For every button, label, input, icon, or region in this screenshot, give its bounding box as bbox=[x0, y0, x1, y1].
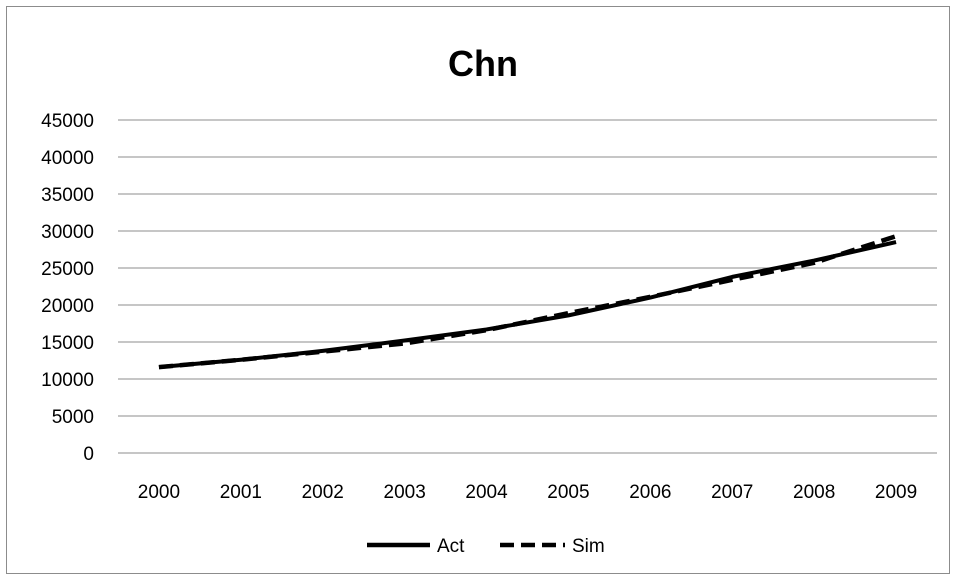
y-tick-label: 10000 bbox=[41, 370, 94, 391]
y-axis-tick-labels: 0 5000 10000 15000 20000 25000 30000 35000 40000… bbox=[41, 111, 94, 465]
y-tick-label: 20000 bbox=[41, 296, 94, 317]
x-tick-label: 2009 bbox=[875, 482, 917, 503]
x-tick-label: 2006 bbox=[629, 482, 671, 503]
x-tick-label: 2002 bbox=[302, 482, 344, 503]
y-tick-label: 45000 bbox=[41, 111, 94, 132]
x-tick-label: 2001 bbox=[220, 482, 262, 503]
series-line-act bbox=[158, 240, 897, 370]
y-tick-label: 25000 bbox=[41, 259, 94, 280]
x-tick-label: 2008 bbox=[793, 482, 835, 503]
x-tick-label: 2000 bbox=[138, 482, 180, 503]
series-lines bbox=[158, 234, 897, 370]
chart-title: Chn bbox=[448, 43, 518, 84]
y-tick-label: 30000 bbox=[41, 222, 94, 243]
x-axis-tick-labels: 2000 2001 2002 2003 2004 2005 2006 2007 2008 2009 bbox=[138, 482, 917, 503]
x-tick-label: 2004 bbox=[465, 482, 508, 503]
y-tick-label: 40000 bbox=[41, 148, 94, 169]
series-line-sim bbox=[158, 234, 897, 370]
y-tick-label: 5000 bbox=[52, 407, 94, 428]
legend-label-sim: Sim bbox=[572, 536, 605, 557]
chart-frame bbox=[6, 6, 950, 574]
gridlines bbox=[118, 119, 937, 454]
x-tick-label: 2007 bbox=[711, 482, 753, 503]
legend: Act Sim bbox=[367, 536, 605, 557]
y-tick-label: 15000 bbox=[41, 333, 94, 354]
y-tick-label: 35000 bbox=[41, 185, 94, 206]
y-tick-label: 0 bbox=[83, 444, 94, 465]
legend-label-act: Act bbox=[437, 536, 465, 557]
x-tick-label: 2003 bbox=[384, 482, 426, 503]
x-tick-label: 2005 bbox=[547, 482, 589, 503]
